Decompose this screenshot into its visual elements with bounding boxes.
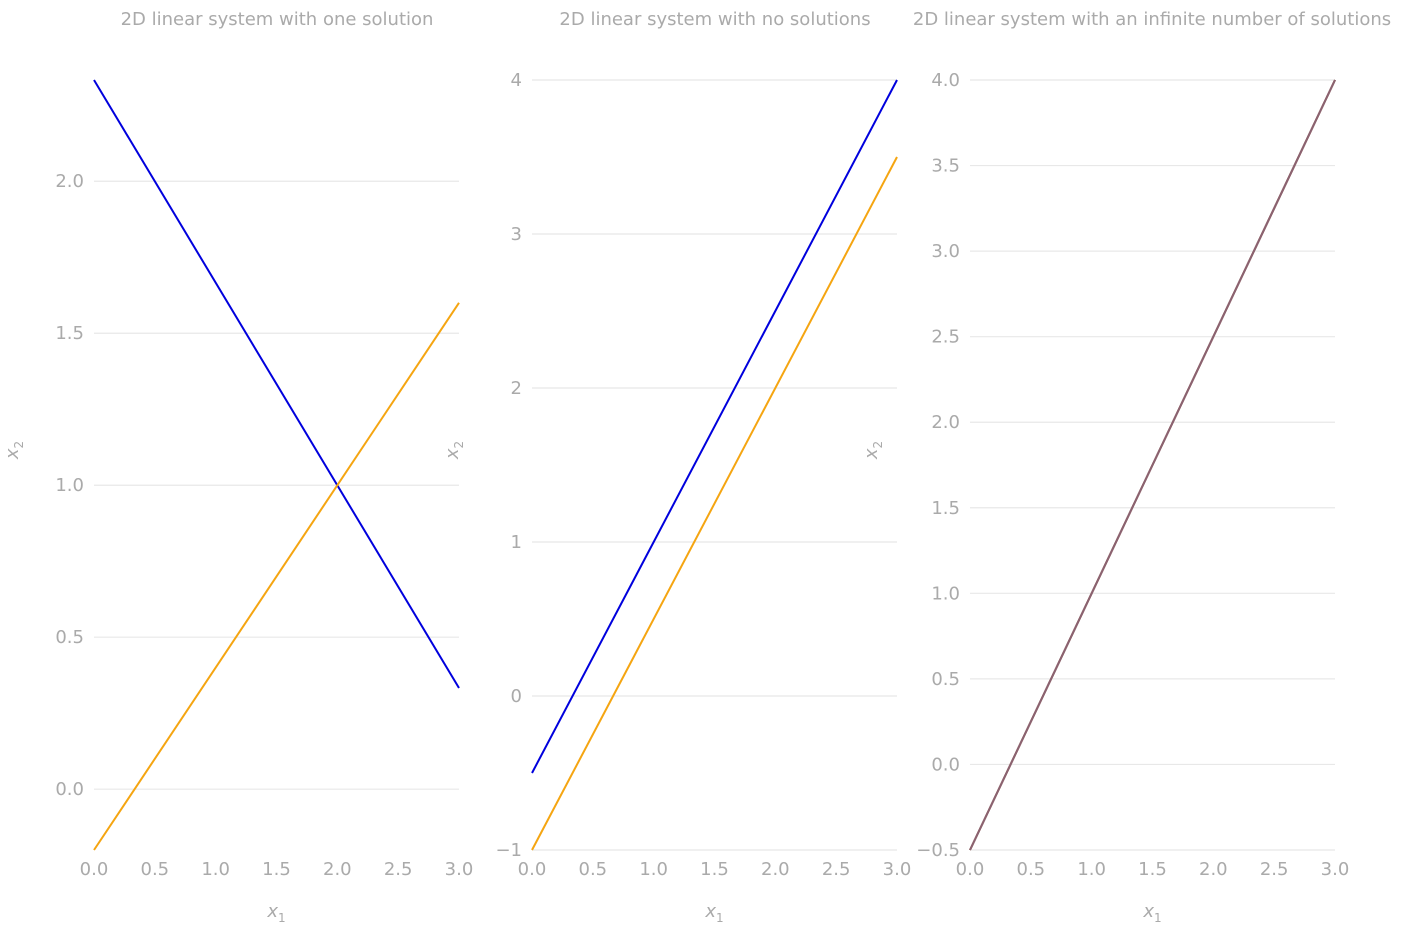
y-tick-label: 1.0 [931, 583, 960, 604]
series-line-1 [93, 79, 460, 689]
y-axis-label: x2 [442, 441, 466, 460]
x-tick-label: 2.0 [761, 859, 790, 880]
y-tick-label: 2.5 [931, 327, 960, 348]
y-tick-label: 0.0 [55, 779, 84, 800]
series-line-3 [969, 79, 1336, 851]
y-tick-label: 0 [511, 686, 522, 707]
x-tick-label: 3.0 [445, 859, 474, 880]
y-tick-label: 2.0 [931, 412, 960, 433]
x-tick-label: 2.5 [1260, 859, 1289, 880]
series-line-1 [531, 79, 898, 774]
x-tick-label: 2.5 [822, 859, 851, 880]
subplot-1: 2D linear system with one solution 0.0 0.5… [2, 9, 473, 925]
y-tick-label: 0.5 [55, 627, 84, 648]
chart-title: 2D linear system with an infinite number… [913, 9, 1391, 30]
x-tick-label: 2.5 [384, 859, 413, 880]
y-tick-label: 1.5 [931, 498, 960, 519]
x-tick-label: 0.0 [80, 859, 109, 880]
chart-title: 2D linear system with one solution [121, 9, 434, 30]
y-tick-label: 2 [511, 378, 522, 399]
x-tick-label: 0.5 [1017, 859, 1046, 880]
y-tick-label: 4.0 [931, 70, 960, 91]
subplot-2: 2D linear system with no solutions −1 0 1 2 3… [442, 9, 911, 925]
y-axis-label: x2 [861, 441, 885, 460]
x-tick-label: 2.0 [1199, 859, 1228, 880]
x-tick-label: 0.5 [141, 859, 170, 880]
y-axis-label: x2 [2, 441, 26, 460]
y-tick-label: 0.0 [931, 754, 960, 775]
y-tick-label: 3.0 [931, 241, 960, 262]
x-tick-label: 1.0 [1077, 859, 1106, 880]
x-tick-label: 0.0 [956, 859, 985, 880]
x-axis-label: x1 [266, 901, 285, 925]
y-tick-label: −0.5 [916, 840, 960, 861]
x-tick-label: 1.5 [1138, 859, 1167, 880]
y-tick-label: 3.5 [931, 156, 960, 177]
x-tick-label: 1.5 [262, 859, 291, 880]
x-axis-label: x1 [704, 901, 723, 925]
x-axis-label: x1 [1142, 901, 1161, 925]
series-line-2 [93, 302, 460, 851]
x-tick-label: 1.0 [639, 859, 668, 880]
y-tick-label: 1.0 [55, 475, 84, 496]
y-tick-label: 0.5 [931, 669, 960, 690]
y-tick-label: −1 [495, 840, 522, 861]
y-tick-label: 1.5 [55, 323, 84, 344]
y-tick-label: 4 [511, 70, 522, 91]
series-line-2 [531, 156, 898, 851]
x-tick-label: 0.5 [579, 859, 608, 880]
y-tick-label: 2.0 [55, 171, 84, 192]
x-tick-label: 3.0 [883, 859, 912, 880]
y-tick-label: 3 [511, 224, 522, 245]
y-tick-label: 1 [511, 532, 522, 553]
x-tick-label: 2.0 [323, 859, 352, 880]
x-tick-label: 1.5 [700, 859, 729, 880]
subplot-3: 2D linear system with an infinite number… [861, 9, 1391, 925]
chart-title: 2D linear system with no solutions [559, 9, 870, 30]
x-tick-label: 0.0 [518, 859, 547, 880]
x-tick-label: 3.0 [1321, 859, 1350, 880]
x-tick-label: 1.0 [201, 859, 230, 880]
